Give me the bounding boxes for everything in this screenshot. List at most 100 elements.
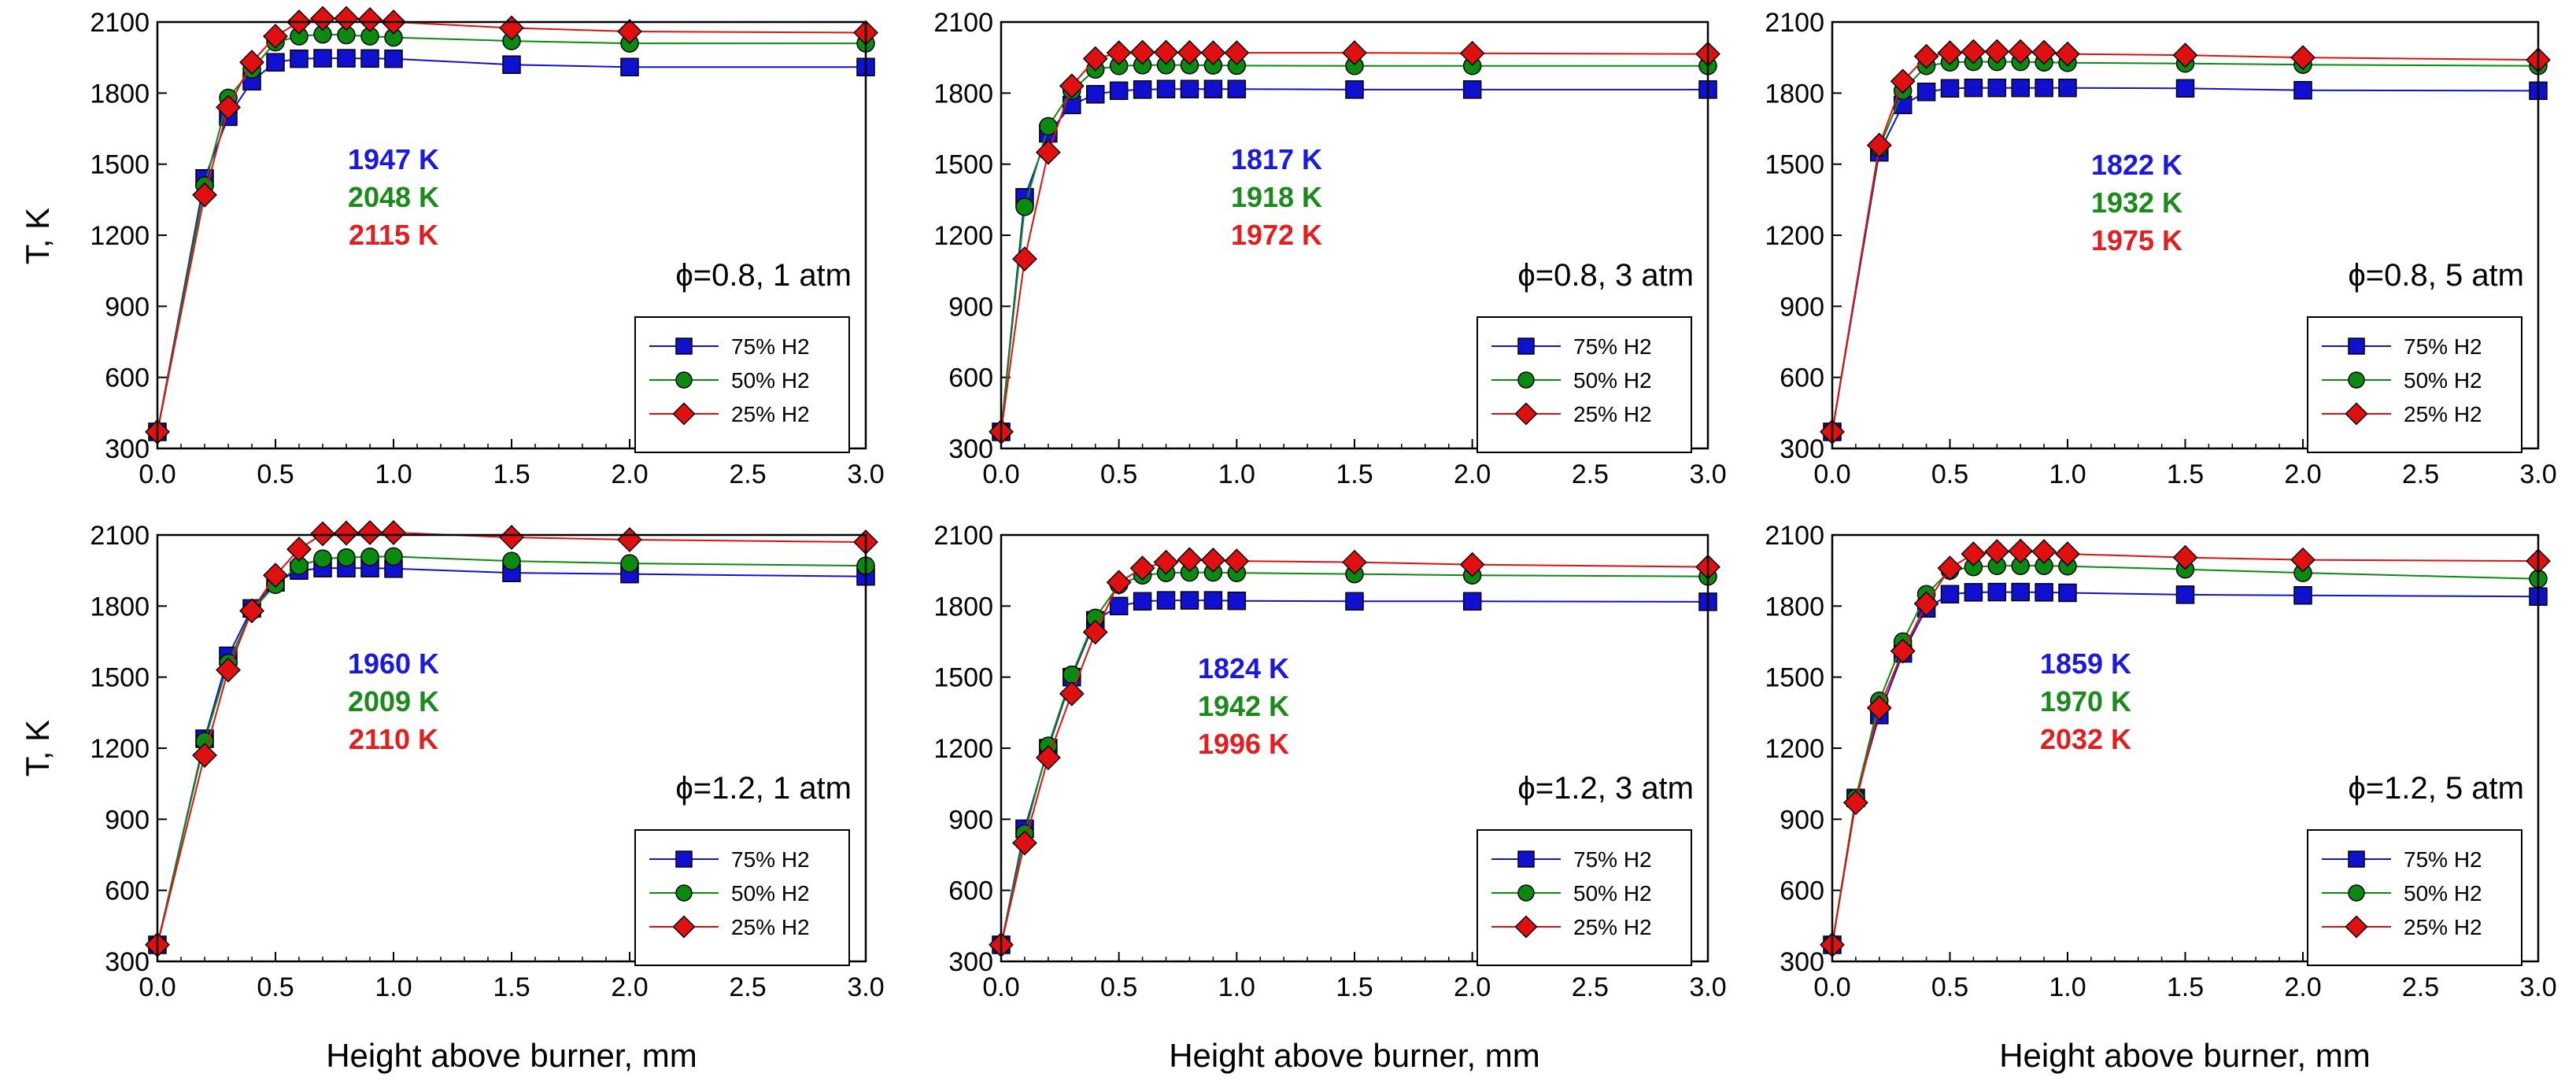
y-tick-label: 1800 (90, 79, 150, 109)
data-point (2058, 78, 2077, 98)
panel-1: 300 600 900 1200 1500 1800 2100 0.0 0.5 1.0 1.5 2.0… (90, 6, 885, 489)
y-tick-label: 1500 (933, 150, 993, 180)
panel-2: 300 600 900 1200 1500 1800 2100 0.0 0.5 1.0 1.5 2.0… (933, 8, 1726, 489)
x-tick-label: 1.5 (1336, 459, 1373, 489)
data-point (360, 49, 379, 68)
peak-temperature-label: 1918 K (1231, 181, 1322, 213)
data-point (1129, 39, 1155, 65)
data-point (337, 49, 356, 68)
legend-marker (672, 402, 696, 426)
y-tick-label: 1500 (1765, 663, 1824, 693)
series-line (1831, 550, 2539, 946)
peak-temperature-label: 1996 K (1198, 728, 1289, 760)
data-point (1227, 591, 1247, 611)
legend-entry: 25% H2 (2404, 402, 2482, 426)
y-tick-label: 900 (1780, 292, 1824, 322)
y-tick-label: 1500 (1765, 150, 1824, 180)
data-point (1913, 591, 1939, 617)
x-tick-label: 2.5 (729, 972, 766, 1002)
x-tick-label: 3.0 (847, 972, 884, 1002)
x-tick-label: 1.5 (2167, 459, 2204, 489)
data-point (1462, 592, 1482, 611)
data-point (1937, 555, 1963, 581)
legend-entry: 25% H2 (1573, 402, 1652, 426)
data-point (2175, 585, 2195, 604)
x-tick-label: 0.0 (1813, 972, 1850, 1002)
x-tick-label: 2.5 (1572, 459, 1609, 489)
y-tick-label: 1500 (90, 663, 150, 693)
y-tick-label: 1800 (1765, 592, 1824, 622)
x-tick-label: 2.0 (1454, 972, 1491, 1002)
x-axis-title: Height above burner, mm (1999, 1037, 2371, 1074)
data-point (1012, 246, 1037, 272)
data-point (360, 547, 379, 566)
data-point (2011, 582, 2030, 602)
legend-marker (1517, 338, 1535, 355)
peak-temperature-label: 1947 K (348, 143, 439, 175)
peak-temperature-label: 1859 K (2040, 647, 2131, 680)
data-point (1063, 665, 1081, 684)
series-25-h2 (989, 39, 1720, 445)
axis-titles: T, K T, K Height above burner, mm Height ab… (19, 208, 2371, 1074)
legend-entry: 75% H2 (2404, 334, 2482, 359)
x-tick-label: 2.5 (1572, 972, 1609, 1002)
series-25-h2 (145, 6, 878, 445)
peak-temperature-label: 1960 K (348, 647, 439, 680)
legend-marker (2348, 338, 2365, 355)
x-tick-label: 2.5 (729, 459, 766, 489)
legend-marker (1514, 915, 1538, 939)
x-tick-label: 0.0 (139, 459, 176, 489)
legend-marker (675, 371, 693, 389)
condition-label: ϕ=0.8, 1 atm (675, 258, 852, 293)
x-tick-label: 0.0 (982, 459, 1019, 489)
y-tick-label: 1800 (90, 592, 150, 622)
data-point (1035, 139, 1061, 165)
data-point (1342, 549, 1367, 575)
peak-temperature-label: 1970 K (2040, 685, 2131, 718)
y-tick-label: 900 (105, 292, 150, 322)
legend-entry: 50% H2 (731, 368, 810, 393)
data-point (334, 6, 359, 31)
legend: 75% H2 50% H2 25% H2 (1476, 829, 1692, 966)
legend-marker (2348, 884, 2365, 902)
legend-box (1476, 316, 1692, 453)
data-point (216, 657, 241, 683)
y-tick-label: 1200 (933, 734, 993, 764)
data-point (2035, 583, 2053, 602)
peak-temperature-label: 1942 K (1198, 690, 1289, 722)
data-point (337, 548, 356, 567)
data-point (1940, 79, 1960, 98)
y-tick-label: 600 (1780, 363, 1824, 393)
data-point (310, 521, 335, 547)
data-point (1342, 40, 1367, 66)
y-tick-label: 900 (105, 805, 150, 835)
data-point (1180, 79, 1199, 98)
y-tick-label: 2100 (90, 521, 150, 551)
y-tick-label: 1800 (933, 79, 993, 109)
peak-temperature-label: 1817 K (1231, 143, 1322, 175)
data-point (2011, 78, 2030, 98)
data-point (334, 520, 359, 546)
legend-entry: 25% H2 (2404, 915, 2482, 939)
data-point (1109, 596, 1129, 616)
data-point (313, 49, 332, 68)
x-tick-label: 1.0 (2049, 459, 2086, 489)
legend-entry: 25% H2 (731, 915, 810, 939)
legend-entry: 50% H2 (1573, 881, 1652, 906)
y-tick-label: 900 (948, 805, 993, 835)
data-point (192, 182, 217, 208)
legend-marker (675, 884, 693, 902)
data-point (239, 50, 264, 76)
peak-temperature-label: 2115 K (349, 219, 438, 251)
x-tick-label: 0.5 (1931, 459, 1968, 489)
legend-marker (675, 338, 693, 355)
x-tick-label: 0.5 (1931, 972, 1968, 1002)
legend-entry: 50% H2 (731, 881, 810, 906)
x-tick-label: 0.0 (982, 972, 1019, 1002)
data-point (2055, 541, 2080, 566)
legend-entry: 75% H2 (731, 334, 810, 359)
legend-box (1476, 829, 1692, 966)
y-axis-title: T, K (19, 208, 56, 264)
data-point (1106, 40, 1132, 66)
data-point (1345, 80, 1364, 99)
